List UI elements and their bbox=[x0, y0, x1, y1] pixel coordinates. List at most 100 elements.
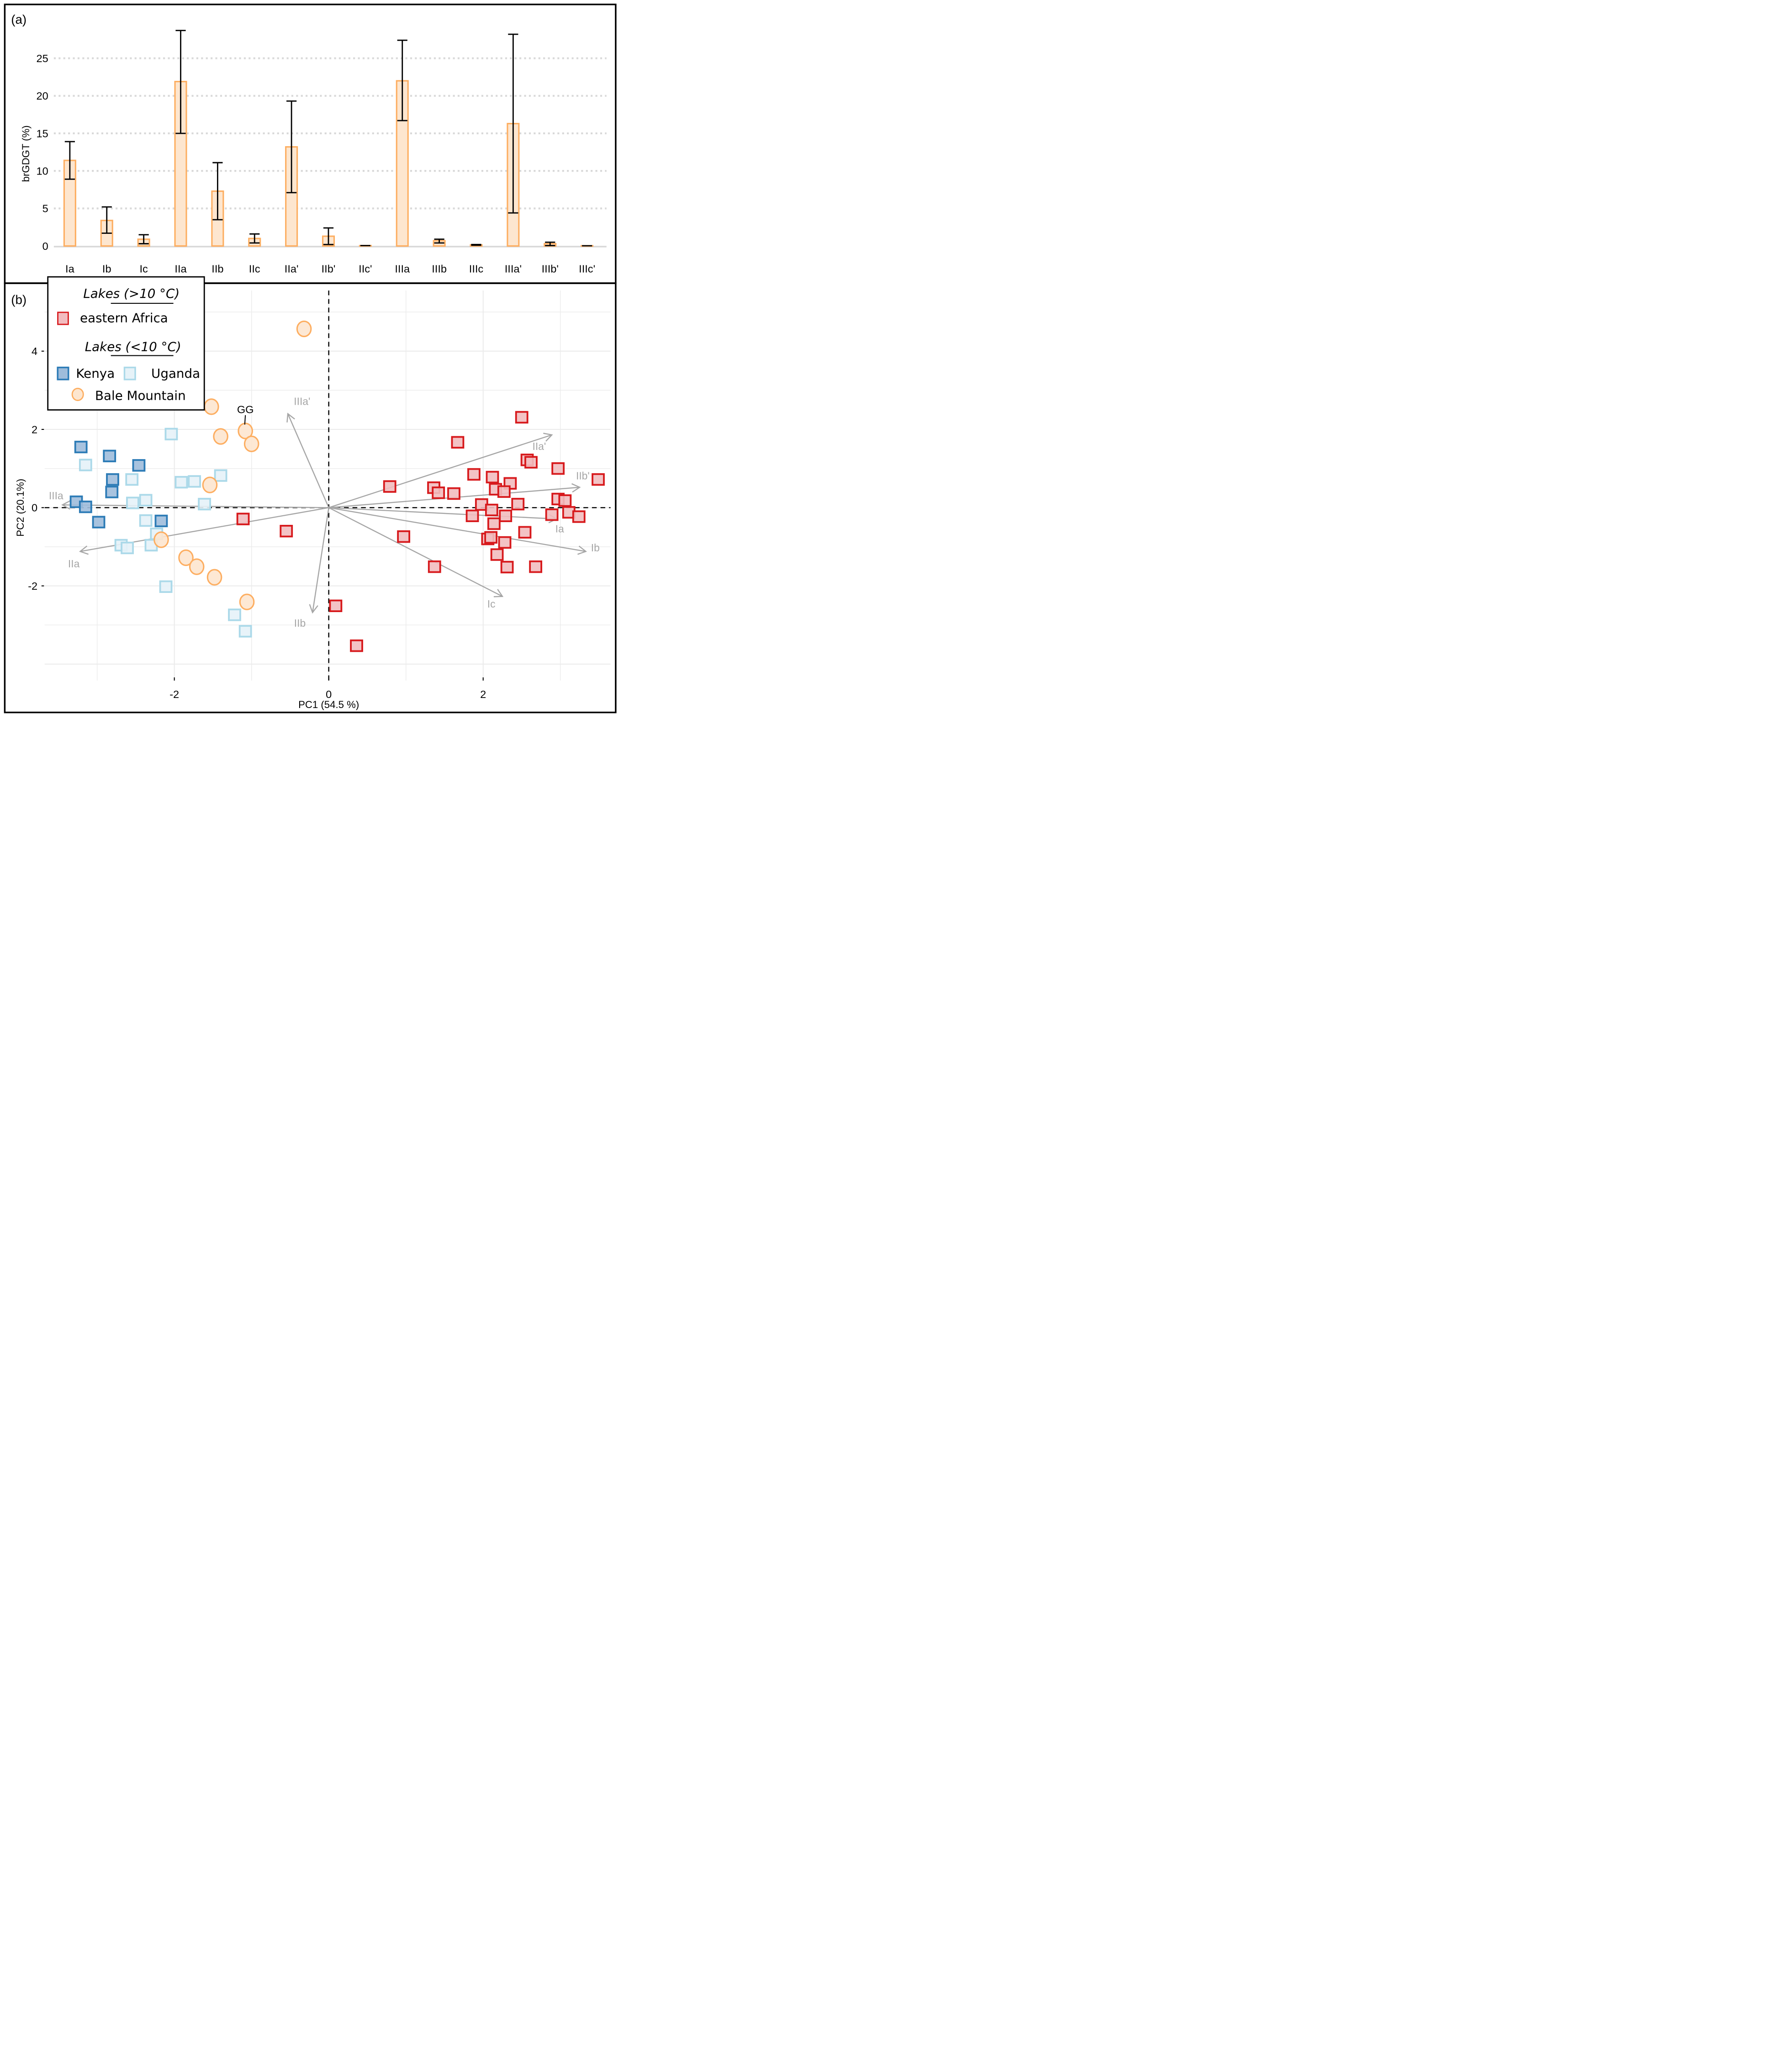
data-point-eastern-africa bbox=[484, 531, 497, 544]
legend-swatch-eastern-africa bbox=[57, 312, 69, 325]
data-point-kenya bbox=[154, 514, 168, 528]
x-tick-label-ic: Ic bbox=[139, 263, 148, 275]
data-point-bale-mountain bbox=[178, 549, 194, 566]
loading-arrow-head bbox=[577, 545, 587, 555]
loading-arrow-iia-prime: IIa' bbox=[328, 433, 553, 508]
data-point-eastern-africa bbox=[545, 508, 559, 521]
data-point-eastern-africa bbox=[487, 517, 501, 530]
panel-b-frame bbox=[4, 282, 617, 714]
error-bar-ic bbox=[138, 234, 149, 244]
data-point-uganda bbox=[121, 541, 134, 555]
loading-label: IIb bbox=[294, 617, 306, 629]
data-point-bale-mountain bbox=[202, 476, 218, 493]
error-bar-iiia-prime bbox=[508, 33, 518, 214]
loading-arrow-shaft bbox=[312, 507, 329, 613]
error-bar-iiia bbox=[397, 39, 407, 122]
data-point-eastern-africa bbox=[383, 480, 396, 493]
data-point-kenya bbox=[103, 449, 116, 462]
data-point-eastern-africa bbox=[490, 548, 504, 561]
data-point-bale-mountain bbox=[243, 435, 259, 452]
loading-arrow-shaft bbox=[328, 507, 557, 520]
data-point-uganda bbox=[164, 428, 178, 440]
loading-arrow-head bbox=[309, 604, 318, 614]
x-tick-label: 0 bbox=[326, 688, 332, 700]
loading-label: Ic bbox=[487, 598, 496, 610]
data-point-eastern-africa bbox=[499, 509, 513, 522]
y-tick-label: 5 bbox=[42, 203, 48, 215]
loading-arrow-shaft bbox=[328, 507, 586, 552]
data-point-eastern-africa bbox=[397, 530, 411, 543]
data-point-uganda bbox=[214, 469, 227, 482]
loading-arrow-head bbox=[543, 433, 553, 442]
data-point-eastern-africa bbox=[350, 639, 363, 652]
panel-b-label: (b) bbox=[11, 293, 26, 307]
loading-label: IIa bbox=[68, 558, 80, 570]
error-bar-iia bbox=[175, 30, 186, 134]
loading-arrow-iib: IIb bbox=[294, 507, 329, 629]
data-point-eastern-africa bbox=[572, 510, 586, 523]
legend-swatch-uganda bbox=[123, 366, 136, 381]
x-tick-label-iic-prime: IIc' bbox=[359, 263, 372, 275]
data-point-kenya bbox=[106, 473, 119, 486]
data-point-uganda bbox=[126, 497, 139, 509]
data-point-eastern-africa bbox=[236, 513, 250, 525]
y-tick-label: 20 bbox=[37, 90, 48, 102]
data-point-eastern-africa bbox=[529, 560, 543, 573]
y-tick-label: 25 bbox=[37, 53, 48, 64]
data-point-eastern-africa bbox=[558, 494, 572, 507]
error-bar-iiic bbox=[471, 243, 481, 246]
x-tick-label-iib: IIb bbox=[211, 263, 223, 275]
loading-label: IIa' bbox=[532, 440, 546, 452]
data-point-eastern-africa bbox=[498, 536, 512, 549]
data-point-uganda bbox=[174, 476, 188, 489]
data-point-eastern-africa bbox=[515, 411, 529, 424]
series-bale-mountain bbox=[153, 320, 312, 610]
loading-arrow-head bbox=[571, 483, 581, 493]
error-bar-iib bbox=[212, 162, 223, 221]
x-tick-label-iiia-prime: IIIa' bbox=[505, 263, 522, 275]
x-tick-label: 2 bbox=[480, 688, 486, 700]
loading-arrow-shaft bbox=[287, 413, 329, 508]
data-point-uganda bbox=[238, 625, 252, 638]
x-tick-label-iiic-prime: IIIc' bbox=[579, 263, 595, 275]
error-bar-iib-prime bbox=[323, 227, 334, 245]
panel-b-pca-biplot: (b) Ia Ib Ic IIa IIb IIa' IIb' IIIa IIIa' GG -2 0… bbox=[4, 276, 617, 714]
y-tick-label: 0 bbox=[42, 240, 48, 252]
y-tick-label: 4 bbox=[32, 345, 37, 357]
x-tick-label-iic: IIc bbox=[249, 263, 260, 275]
data-point-eastern-africa bbox=[511, 497, 525, 511]
x-tick-label-iiib-prime: IIIb' bbox=[542, 263, 559, 275]
data-point-uganda bbox=[139, 514, 153, 527]
loading-arrow-head bbox=[493, 589, 504, 597]
data-point-bale-mountain bbox=[206, 569, 222, 586]
data-point-eastern-africa bbox=[592, 473, 605, 486]
x-tick-label-iia-prime: IIa' bbox=[285, 263, 299, 275]
legend-swatch-kenya bbox=[57, 366, 69, 381]
data-point-uganda bbox=[188, 475, 201, 488]
panel-a-bar-chart: (a) brGDGT (%) 0 5 10 15 20 25 Ia Ib Ic IIa IIb II… bbox=[4, 3, 617, 284]
annotation-label-gg: GG bbox=[237, 404, 254, 416]
loading-arrow-ib: Ib bbox=[328, 507, 600, 555]
legend-heading-cold: Lakes (<10 °C) bbox=[85, 339, 181, 354]
y-axis-title: PC2 (20.1%) bbox=[15, 479, 26, 537]
loading-label: Ib bbox=[591, 542, 600, 554]
data-point-eastern-africa bbox=[447, 487, 460, 500]
data-point-bale-mountain bbox=[213, 428, 228, 445]
x-tick-label: -2 bbox=[169, 688, 179, 700]
x-tick-label-iiia: IIIa bbox=[395, 263, 410, 275]
legend-label-bale-mountain: Bale Mountain bbox=[95, 388, 186, 403]
series-eastern-africa bbox=[236, 411, 605, 652]
data-point-kenya bbox=[105, 486, 119, 498]
data-point-bale-mountain bbox=[238, 423, 253, 439]
x-axis-title: PC1 (54.5 %) bbox=[298, 699, 359, 710]
data-point-eastern-africa bbox=[551, 462, 565, 475]
data-point-eastern-africa bbox=[497, 485, 511, 498]
x-tick-label-ib: Ib bbox=[102, 263, 111, 275]
loading-arrow-head bbox=[79, 545, 89, 555]
loading-label: IIIa bbox=[49, 490, 63, 502]
data-point-kenya bbox=[74, 440, 88, 454]
data-point-eastern-africa bbox=[451, 436, 465, 449]
y-tick-label: 2 bbox=[32, 423, 37, 435]
loading-label: IIIa' bbox=[294, 396, 310, 407]
y-tick-label: -2 bbox=[28, 580, 37, 592]
